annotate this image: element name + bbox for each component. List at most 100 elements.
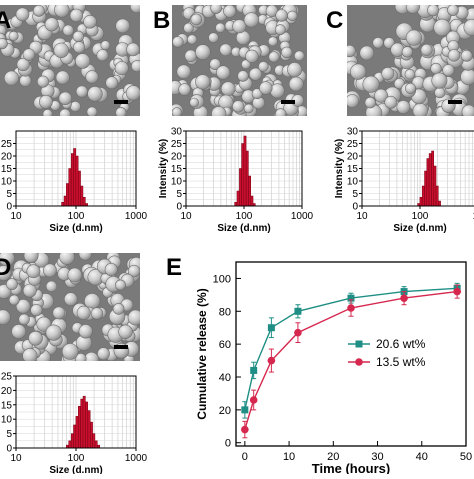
nanoparticle <box>127 309 140 326</box>
x-tick-label: 30 <box>371 451 383 463</box>
nanoparticle <box>22 48 36 61</box>
data-point <box>347 294 355 302</box>
y-tick-label: 5 <box>6 189 12 200</box>
nanoparticle <box>42 109 53 116</box>
nanoparticle <box>45 324 62 341</box>
histogram-bar <box>73 424 77 449</box>
nanoparticle <box>372 37 384 49</box>
nanoparticle <box>26 264 41 279</box>
nanoparticle <box>460 49 473 62</box>
nanoparticle <box>8 294 20 306</box>
nanoparticle <box>405 5 420 14</box>
nanoparticle <box>19 74 32 87</box>
scale-bar <box>114 345 128 349</box>
nanoparticle <box>100 40 111 51</box>
y-tick-label: 5 <box>176 189 182 200</box>
nanoparticle <box>115 18 130 34</box>
nanoparticle <box>210 5 222 14</box>
nanoparticle <box>237 70 249 82</box>
nanoparticle <box>442 64 455 77</box>
nanoparticle <box>412 103 428 116</box>
x-axis-label: Size (d.nm) <box>393 223 446 234</box>
nanoparticle <box>127 264 140 278</box>
nanoparticle <box>69 101 81 113</box>
nanoparticle <box>54 5 70 18</box>
nanoparticle <box>220 81 236 96</box>
histogram-bar <box>73 148 77 207</box>
nanoparticle <box>232 19 247 34</box>
nanoparticle <box>22 348 38 361</box>
nanoparticle <box>219 43 232 57</box>
data-point <box>267 324 275 332</box>
histogram-bar <box>433 165 437 207</box>
nanoparticle <box>384 95 398 109</box>
nanoparticle <box>43 263 57 278</box>
nanoparticle <box>268 51 280 63</box>
nanoparticle <box>8 30 19 41</box>
histogram-bar <box>426 158 430 207</box>
nanoparticle <box>16 57 30 72</box>
nanoparticle <box>405 29 423 46</box>
histogram-bar <box>68 440 72 449</box>
histogram-bar <box>234 202 238 207</box>
nanoparticle <box>83 14 97 29</box>
y-tick-label: 15 <box>171 164 183 175</box>
x-tick-label: 10 <box>356 211 368 222</box>
nanoparticle <box>0 265 12 281</box>
histogram-bar <box>419 197 423 207</box>
nanoparticle <box>208 32 219 44</box>
nanoparticle <box>36 75 49 88</box>
nanoparticle <box>5 278 18 291</box>
x-tick-label: 100 <box>68 453 85 464</box>
nanoparticle <box>362 75 380 93</box>
sem-image-b <box>172 5 307 116</box>
nanoparticle <box>130 5 140 14</box>
nanoparticle <box>125 85 140 101</box>
scale-bar <box>114 100 128 104</box>
histogram-bar <box>87 410 91 449</box>
histogram-bar <box>239 168 242 207</box>
histogram-bar <box>94 440 98 449</box>
nanoparticle <box>64 292 78 306</box>
histogram-bar <box>82 395 86 449</box>
histogram-bar <box>241 143 245 207</box>
nanoparticle <box>22 283 37 298</box>
x-tick-label: 10 <box>180 211 192 222</box>
histogram-bar <box>63 195 67 207</box>
x-tick-label: 10 <box>10 453 22 464</box>
nanoparticle <box>259 81 273 95</box>
nanoparticle <box>59 108 71 116</box>
nanoparticle <box>118 324 133 339</box>
legend-marker <box>355 358 363 366</box>
nanoparticle <box>86 106 98 116</box>
nanoparticle <box>114 61 129 76</box>
nanoparticle <box>287 10 298 21</box>
nanoparticle <box>433 18 451 37</box>
y-axis-label: Intensity (%) <box>334 139 345 198</box>
nanoparticle <box>69 8 84 23</box>
nanoparticle <box>223 5 237 18</box>
legend-label: 13.5 wt% <box>376 355 426 369</box>
x-tick-label: 40 <box>416 451 428 463</box>
x-axis-label: Size (d.nm) <box>217 223 270 234</box>
sem-image-a <box>0 5 140 116</box>
histogram-bar <box>80 398 84 449</box>
data-point <box>249 396 258 404</box>
nanoparticle <box>18 313 30 326</box>
y-tick-label: 0 <box>225 438 231 450</box>
histogram-bar <box>68 168 72 207</box>
nanoparticle <box>215 22 226 33</box>
panel-label-a: A <box>0 7 11 34</box>
y-tick-label: 20 <box>219 405 231 417</box>
data-point <box>347 304 355 312</box>
nanoparticle <box>243 12 259 28</box>
y-tick-label: 20 <box>347 152 359 163</box>
nanoparticle <box>75 353 87 361</box>
x-tick-label: 0 <box>242 451 248 463</box>
x-tick-label: 50 <box>460 451 472 463</box>
legend-marker <box>355 340 363 348</box>
nanoparticle <box>176 64 192 79</box>
histogram-bar <box>236 190 240 207</box>
y-tick-label: 5 <box>6 429 12 440</box>
